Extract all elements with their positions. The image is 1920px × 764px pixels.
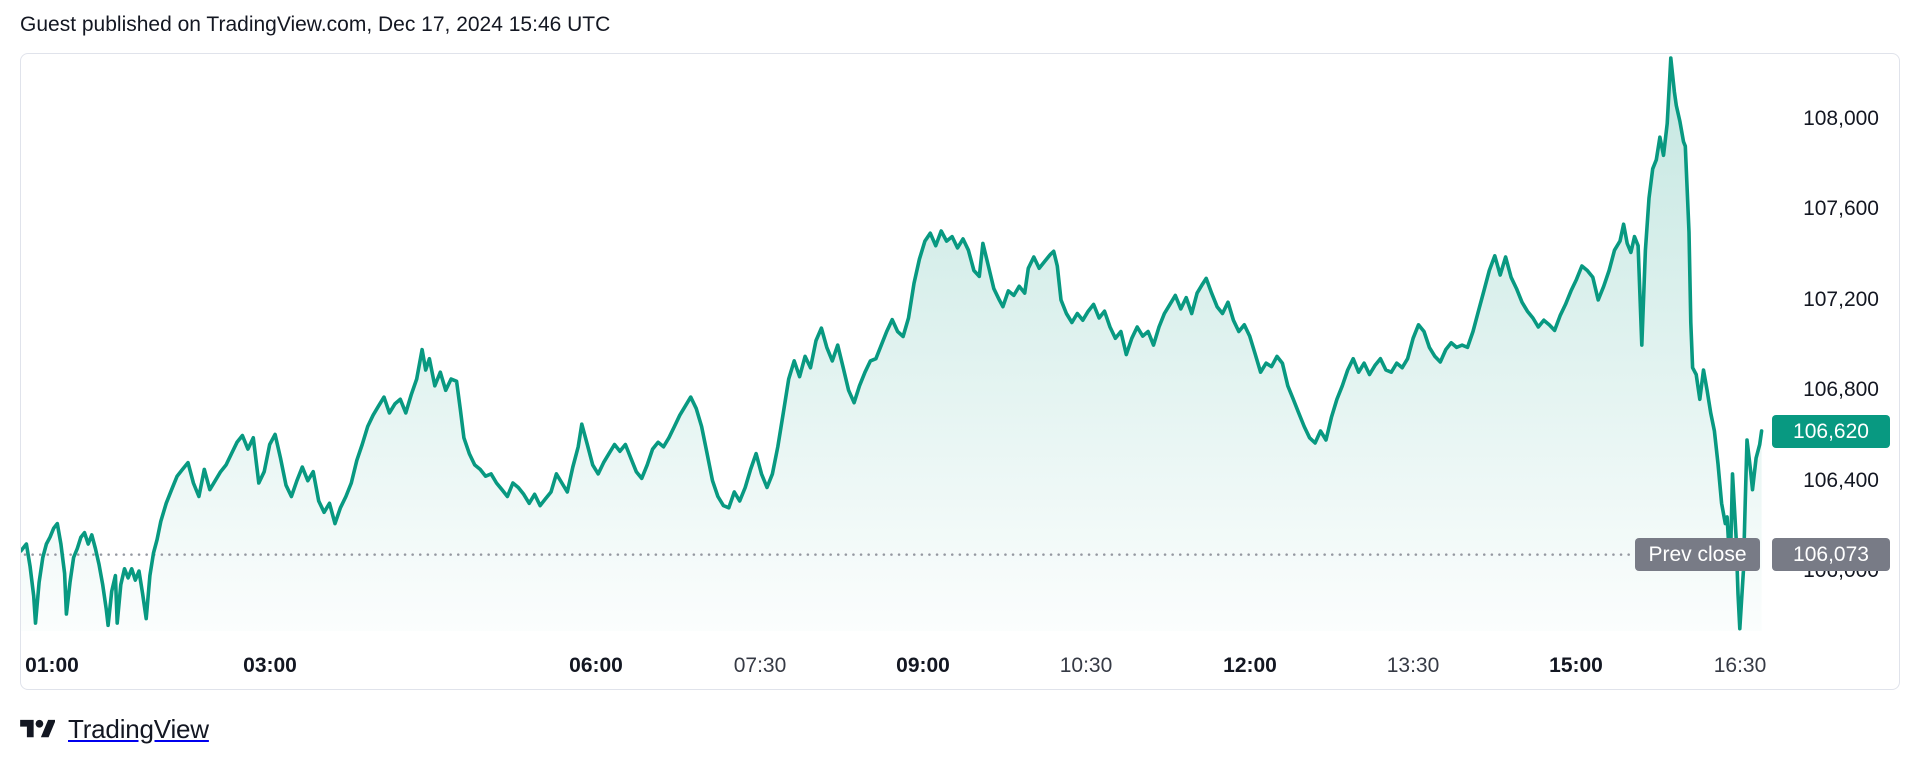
x-axis-label: 15:00	[1549, 654, 1603, 677]
footer-brand-link[interactable]: TradingView	[20, 709, 209, 749]
x-axis-label: 12:00	[1223, 654, 1277, 677]
y-axis-label: 106,800	[1803, 378, 1879, 401]
price-line	[21, 56, 1764, 631]
y-axis-label: 107,200	[1803, 288, 1879, 311]
y-axis-label: 106,400	[1803, 469, 1879, 492]
y-axis-label: 108,000	[1803, 107, 1879, 130]
attribution-link[interactable]: Guest published on TradingView.com, Dec …	[20, 13, 611, 36]
area-fill	[21, 58, 1762, 632]
current-price-badge: 106,620	[1772, 415, 1890, 448]
footer-brand-text: TradingView	[68, 713, 209, 744]
x-axis-label: 01:00	[25, 654, 79, 677]
tradingview-logo-icon	[20, 719, 55, 737]
x-axis-label: 06:00	[569, 654, 623, 677]
chart-card: 108,000 107,600 107,200 106,800 106,400 106,0…	[20, 53, 1900, 690]
x-axis-label: 16:30	[1713, 654, 1767, 677]
prev-close-value-badge: 106,073	[1772, 538, 1890, 571]
price-area-chart[interactable]	[21, 54, 1899, 689]
prev-close-label-badge: Prev close	[1635, 538, 1760, 571]
x-axis-label: 13:30	[1386, 654, 1440, 677]
x-axis-label: 09:00	[896, 654, 950, 677]
x-axis-label: 03:00	[243, 654, 297, 677]
x-axis-label: 10:30	[1059, 654, 1113, 677]
y-axis-label: 107,600	[1803, 197, 1879, 220]
x-axis-label: 07:30	[733, 654, 787, 677]
